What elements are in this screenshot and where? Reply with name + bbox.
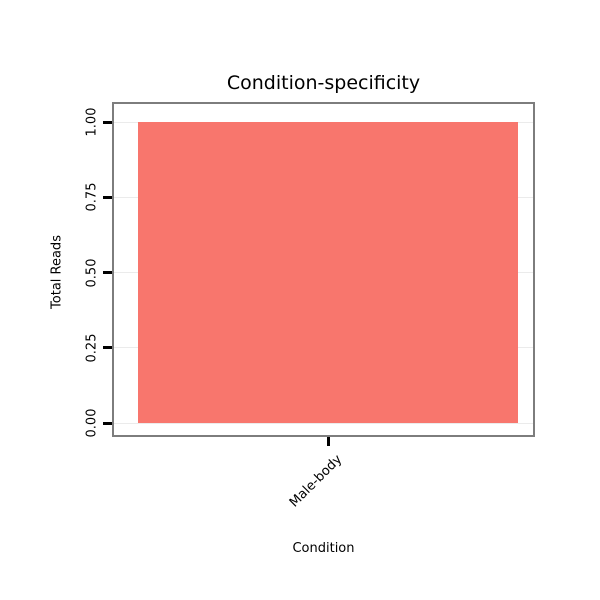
chart-title: Condition-specificity [226, 72, 421, 94]
y-tick-label: 0.75 [84, 182, 100, 212]
y-tick-mark [103, 271, 112, 274]
y-tick-label: 0.25 [84, 333, 100, 363]
y-tick-label: 0.50 [84, 258, 100, 287]
y-tick-mark [103, 346, 112, 350]
y-tick-mark [103, 195, 112, 199]
x-axis-label: Condition [292, 541, 355, 556]
y-tick-mark [103, 120, 112, 124]
bar [138, 122, 518, 423]
gridline [114, 422, 533, 424]
y-axis-label: Total Reads [49, 235, 65, 309]
x-tick-label: Male-body [287, 452, 346, 511]
y-tick-mark [103, 421, 112, 425]
y-tick-label: 0.00 [84, 408, 100, 438]
x-tick-mark [326, 437, 330, 446]
y-tick-label: 1.00 [84, 107, 100, 137]
